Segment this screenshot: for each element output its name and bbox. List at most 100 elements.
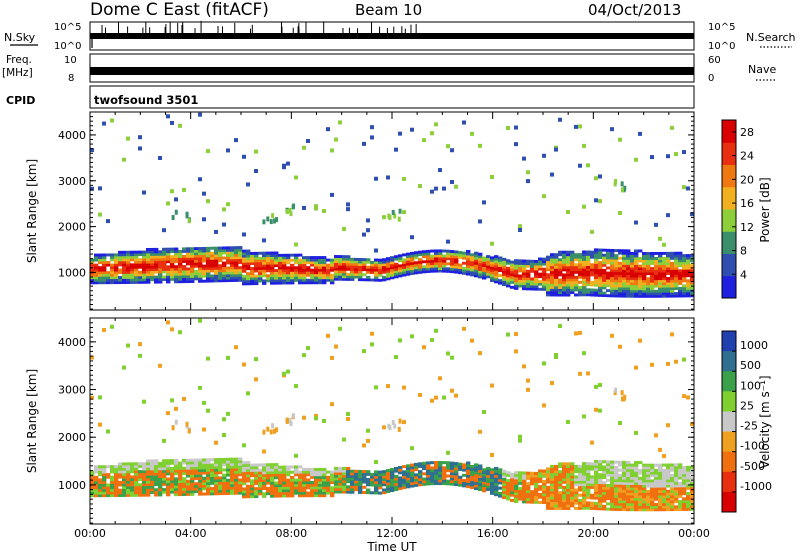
power-cell — [534, 259, 539, 263]
velocity-cell — [322, 488, 327, 492]
velocity-cell — [126, 475, 131, 479]
velocity-cell — [626, 481, 631, 485]
power-cell — [622, 287, 627, 291]
velocity-cell — [674, 487, 679, 491]
power-cell — [598, 293, 603, 297]
velocity-cell — [634, 481, 639, 486]
velocity-cell — [390, 468, 395, 472]
power-cell — [114, 260, 119, 264]
power-cell — [582, 250, 587, 254]
power-cell — [174, 280, 179, 284]
power-cell — [606, 274, 611, 278]
velocity-cell — [602, 489, 607, 493]
velocity-cell — [582, 493, 587, 497]
velocity-cell — [174, 493, 179, 497]
velocity-cell — [674, 468, 679, 472]
power-cell — [586, 283, 591, 287]
power-cell — [166, 252, 171, 256]
velocity-cell — [234, 460, 239, 464]
power-cell — [582, 280, 587, 284]
power-cell — [626, 264, 631, 268]
velocity-cell — [594, 478, 599, 482]
velocity-cell — [654, 489, 659, 493]
power-cell — [158, 257, 163, 261]
power-cell — [538, 280, 543, 284]
velocity-cell — [362, 349, 366, 354]
power-cell — [506, 125, 510, 130]
power-cell — [294, 273, 299, 277]
power-cell — [318, 256, 323, 260]
power-cell — [338, 267, 343, 271]
power-cell — [610, 286, 615, 290]
velocity-cell — [134, 485, 139, 489]
velocity-cell — [534, 482, 539, 486]
power-cell — [262, 271, 267, 275]
power-cell — [646, 264, 651, 268]
power-cell — [370, 135, 374, 140]
velocity-cell — [378, 481, 383, 485]
power-cell — [174, 209, 178, 215]
velocity-cell — [486, 466, 491, 470]
power-cell — [214, 246, 219, 250]
beam-title: Beam 10 — [355, 1, 422, 19]
power-cell — [134, 253, 139, 257]
power-cell — [322, 281, 327, 285]
velocity-cell — [238, 473, 243, 477]
power-cell — [626, 254, 631, 258]
power-cell — [526, 179, 530, 184]
power-cell — [366, 218, 370, 223]
power-cell — [610, 256, 615, 260]
velocity-cell — [322, 418, 326, 423]
velocity-cell — [358, 469, 363, 473]
power-cell — [382, 270, 387, 274]
power-cell — [646, 257, 651, 260]
velocity-cell — [586, 496, 591, 500]
power-cell — [623, 185, 627, 191]
velocity-cell — [182, 466, 187, 470]
power-cell — [250, 274, 255, 278]
power-cell — [582, 288, 587, 292]
velocity-cell — [178, 461, 183, 465]
velocity-cell — [134, 488, 139, 492]
power-cell — [114, 263, 119, 267]
velocity-cell — [106, 494, 111, 498]
power-cell — [658, 292, 663, 296]
velocity-cell — [318, 491, 323, 495]
power-cell — [478, 275, 483, 279]
velocity-cell — [462, 481, 467, 485]
velocity-cell — [610, 478, 615, 482]
power-cell — [358, 265, 363, 269]
velocity-cell — [298, 494, 303, 498]
velocity-cell — [170, 490, 175, 494]
power-cell — [690, 276, 695, 280]
velocity-cell — [174, 487, 179, 491]
power-cell — [226, 246, 231, 250]
velocity-cell — [550, 467, 555, 471]
velocity-cell — [454, 393, 458, 398]
velocity-cell — [482, 476, 487, 480]
velocity-cell — [590, 462, 595, 466]
velocity-cell — [470, 475, 475, 479]
power-cell — [322, 256, 327, 260]
power-cell — [310, 256, 315, 260]
velocity-cell — [158, 464, 163, 468]
velocity-cell — [358, 490, 363, 494]
velocity-cell — [114, 475, 119, 479]
power-cell — [410, 251, 415, 255]
velocity-cell — [126, 485, 131, 490]
power-cell — [482, 258, 487, 262]
power-cell — [246, 277, 251, 281]
power-cell — [210, 259, 215, 263]
velocity-cell — [271, 423, 275, 429]
velocity-cell — [366, 470, 371, 474]
power-cell — [614, 291, 619, 295]
power-cell — [150, 273, 155, 277]
velocity-cell — [382, 491, 387, 495]
velocity-cell — [626, 497, 631, 501]
power-cell — [690, 274, 695, 278]
velocity-cell — [214, 465, 219, 470]
velocity-cell — [346, 472, 351, 476]
velocity-cell — [606, 484, 611, 488]
power-cell — [90, 148, 94, 153]
